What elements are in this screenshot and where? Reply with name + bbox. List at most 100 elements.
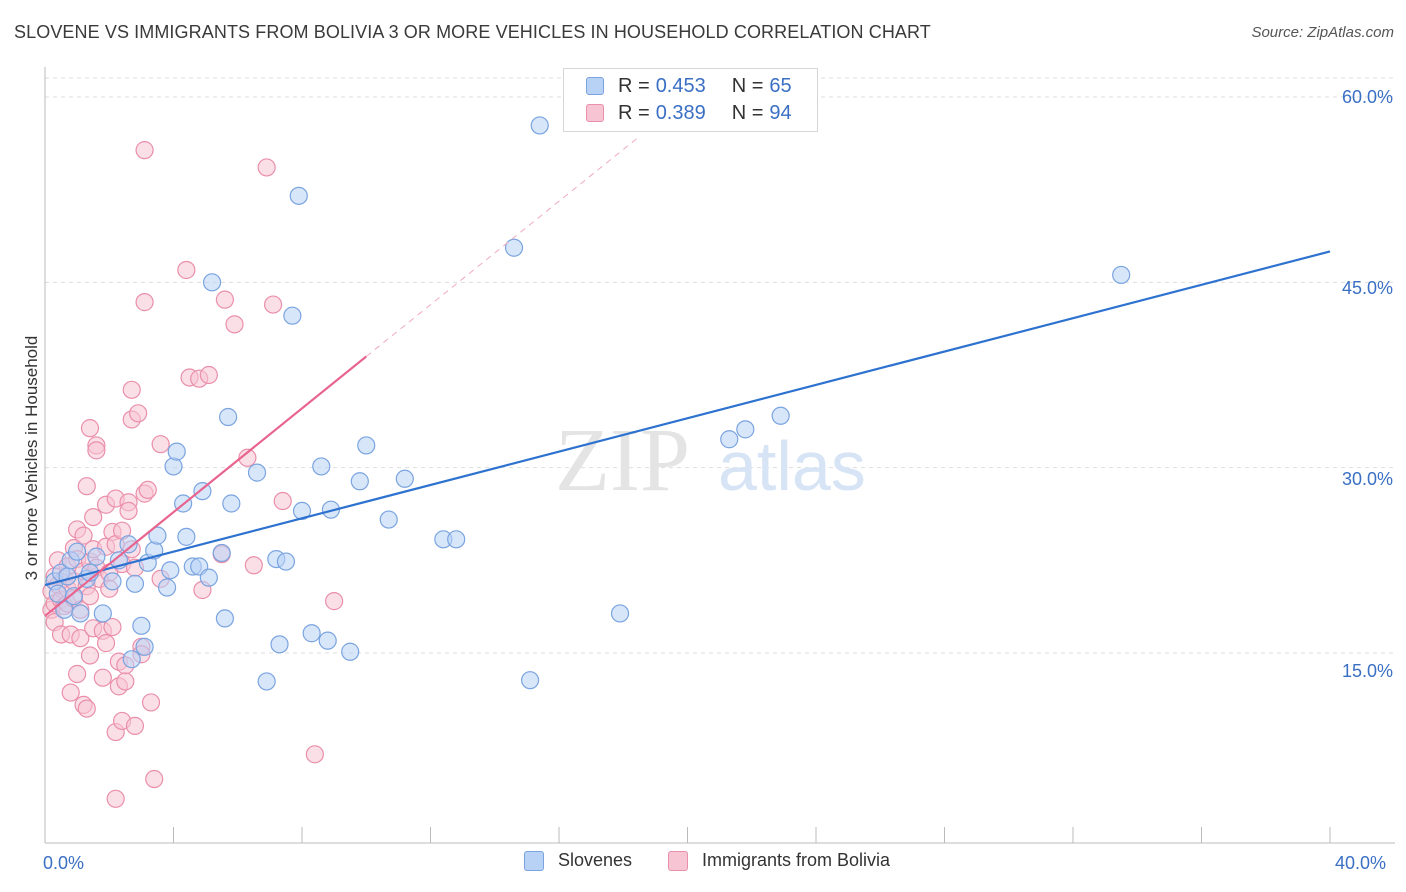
source-label: Source: ZipAtlas.com (1251, 24, 1394, 41)
data-point (238, 448, 257, 467)
data-point (247, 463, 267, 482)
data-point (145, 769, 164, 789)
data-point (520, 671, 540, 690)
y-tick-label: 60.0% (1341, 87, 1393, 107)
data-point (270, 635, 289, 654)
series-bolivia-points (42, 141, 344, 808)
trendline-bolivia (44, 355, 367, 617)
data-point (77, 477, 96, 496)
n-value: 94 (769, 101, 792, 124)
data-point (68, 542, 87, 561)
data-point (161, 561, 180, 580)
data-point (395, 469, 414, 488)
data-point (215, 290, 234, 309)
data-point (610, 604, 630, 623)
data-point (283, 306, 302, 325)
n-label: N = (731, 101, 764, 124)
data-point (530, 116, 549, 135)
y-axis-label: 3 or more Vehicles in Household (22, 335, 41, 581)
watermark-zip: ZIP (555, 411, 690, 510)
data-point (93, 604, 112, 623)
data-point (177, 527, 196, 546)
data-point (289, 186, 308, 205)
data-point (135, 637, 154, 656)
data-point (77, 699, 96, 718)
bolivia-swatch (668, 850, 688, 871)
data-point (132, 616, 151, 635)
r-label: R = (618, 101, 650, 124)
data-point (135, 141, 154, 160)
trendlines (44, 136, 1331, 617)
legend-label: Immigrants from Bolivia (702, 850, 891, 870)
data-point (273, 491, 292, 511)
data-point (125, 574, 145, 593)
x-tick-label: 40.0% (1335, 853, 1387, 873)
data-point (71, 629, 90, 648)
data-point (135, 293, 154, 312)
data-point (119, 501, 138, 521)
chart-title: SLOVENE VS IMMIGRANTS FROM BOLIVIA 3 OR … (14, 22, 931, 42)
data-point (244, 556, 263, 575)
legend-item-slovenes[interactable]: Slovenes (524, 850, 632, 871)
data-point (325, 592, 344, 611)
data-point (64, 587, 84, 606)
data-point (141, 693, 161, 712)
data-point (138, 480, 157, 500)
data-point (87, 547, 106, 566)
data-point (116, 672, 135, 691)
series-legend: Slovenes Immigrants from Bolivia (0, 850, 1406, 878)
data-point (263, 295, 283, 314)
data-point (771, 406, 790, 425)
stats-legend: R = 0.453 N = 65 R = 0.389 N = 94 (563, 68, 818, 132)
r-label: R = (618, 74, 650, 97)
trendline-bolivia-extension (365, 136, 640, 357)
data-point (74, 526, 93, 545)
legend-item-bolivia[interactable]: Immigrants from Bolivia (668, 850, 890, 871)
data-point (202, 273, 222, 292)
r-value: 0.453 (655, 74, 706, 97)
data-point (305, 745, 324, 764)
data-point (148, 526, 167, 545)
n-value: 65 (769, 74, 792, 97)
data-point (199, 365, 218, 385)
data-point (164, 457, 183, 476)
data-point (61, 683, 80, 702)
data-point (736, 420, 755, 439)
data-point (199, 568, 218, 587)
legend-label: Slovenes (558, 850, 633, 870)
data-point (276, 552, 296, 571)
data-point (84, 507, 103, 527)
data-point (103, 572, 122, 591)
data-point (312, 457, 331, 476)
watermark: ZIP atlas (555, 411, 866, 510)
bolivia-swatch (586, 104, 604, 122)
data-point (318, 631, 337, 650)
data-point (80, 419, 100, 438)
data-point (125, 716, 145, 735)
y-tick-label: 15.0% (1341, 661, 1393, 681)
data-point (106, 789, 125, 808)
data-point (151, 435, 170, 454)
data-point (1112, 265, 1131, 285)
data-point (93, 668, 112, 687)
slovenes-swatch (586, 77, 604, 95)
data-point (193, 482, 212, 501)
data-point (302, 624, 321, 643)
data-point (119, 535, 138, 554)
data-point (167, 442, 186, 461)
slovenes-swatch (524, 850, 544, 871)
data-point (379, 510, 398, 529)
n-label: N = (731, 74, 764, 97)
stats-row-bolivia: R = 0.389 N = 94 (586, 100, 792, 126)
y-tick-label: 30.0% (1341, 469, 1393, 489)
stats-row-slovenes: R = 0.453 N = 65 (586, 73, 792, 99)
data-point (257, 672, 276, 691)
trendline-slovenes (44, 250, 1331, 587)
data-point (71, 604, 90, 623)
data-point (215, 609, 234, 628)
data-point (177, 260, 196, 280)
data-point (87, 441, 106, 460)
data-point (80, 587, 100, 606)
data-point (504, 238, 524, 257)
